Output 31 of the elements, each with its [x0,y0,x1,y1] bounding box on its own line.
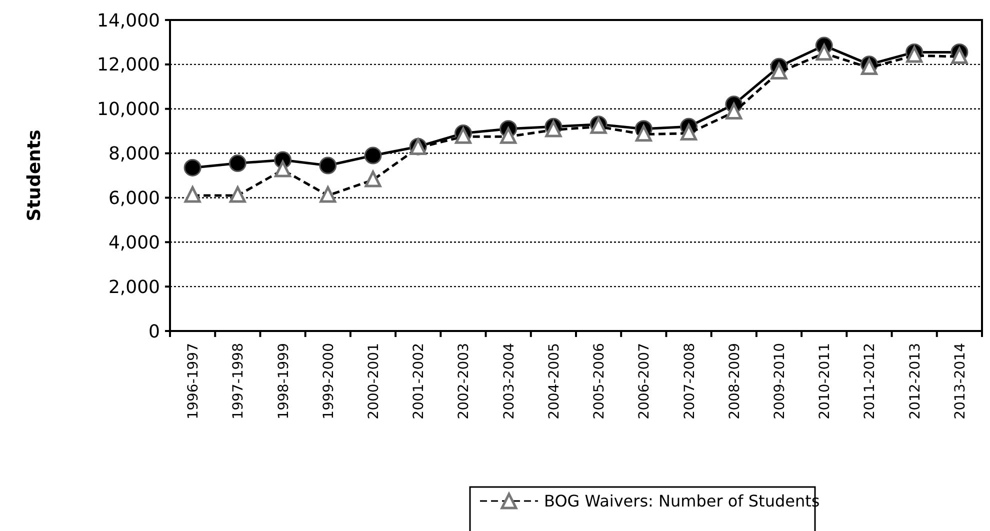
y-tick-label: 0 [148,321,160,342]
x-tick-label: 2010-2011 [817,343,834,420]
x-tick-label: 2007-2008 [682,343,698,420]
x-tick-label: 2004-2005 [546,343,562,420]
point [184,158,202,176]
y-axis-title: Students [24,130,45,222]
point [364,146,382,164]
x-tick-label: 1996-1997 [186,343,202,420]
x-tick-label: 2002-2003 [456,343,472,420]
x-tick-label: 2011-2012 [862,343,878,420]
y-tick-label: 2,000 [108,276,160,298]
point [228,154,246,172]
y-tick-label: 14,000 [97,10,160,32]
x-tick-label: 2003-2004 [501,342,518,420]
x-tick-label: 2000-2001 [366,343,382,420]
x-tick-label: 1998-1999 [276,343,292,420]
point [319,156,337,174]
x-tick-label: 2005-2006 [592,342,608,420]
x-tick-label: 2008-2009 [726,343,743,420]
x-tick-label: 1997-1998 [230,343,247,420]
x-tick-label: 2006-2007 [636,343,653,420]
y-tick-label: 6,000 [108,188,160,210]
x-tick-label: 1999-2000 [320,343,337,420]
y-tick-label: 10,000 [97,99,160,120]
x-tick-label: 2001-2002 [411,343,428,420]
y-tick-label: 4,000 [108,232,160,254]
x-tick-label: 2009-2010 [772,343,788,420]
y-tick-label: 12,000 [97,54,160,76]
y-tick-label: 8,000 [108,144,160,165]
x-tick-label: 2013-2014 [952,342,968,420]
x-tick-label: 2012-2013 [907,343,924,420]
